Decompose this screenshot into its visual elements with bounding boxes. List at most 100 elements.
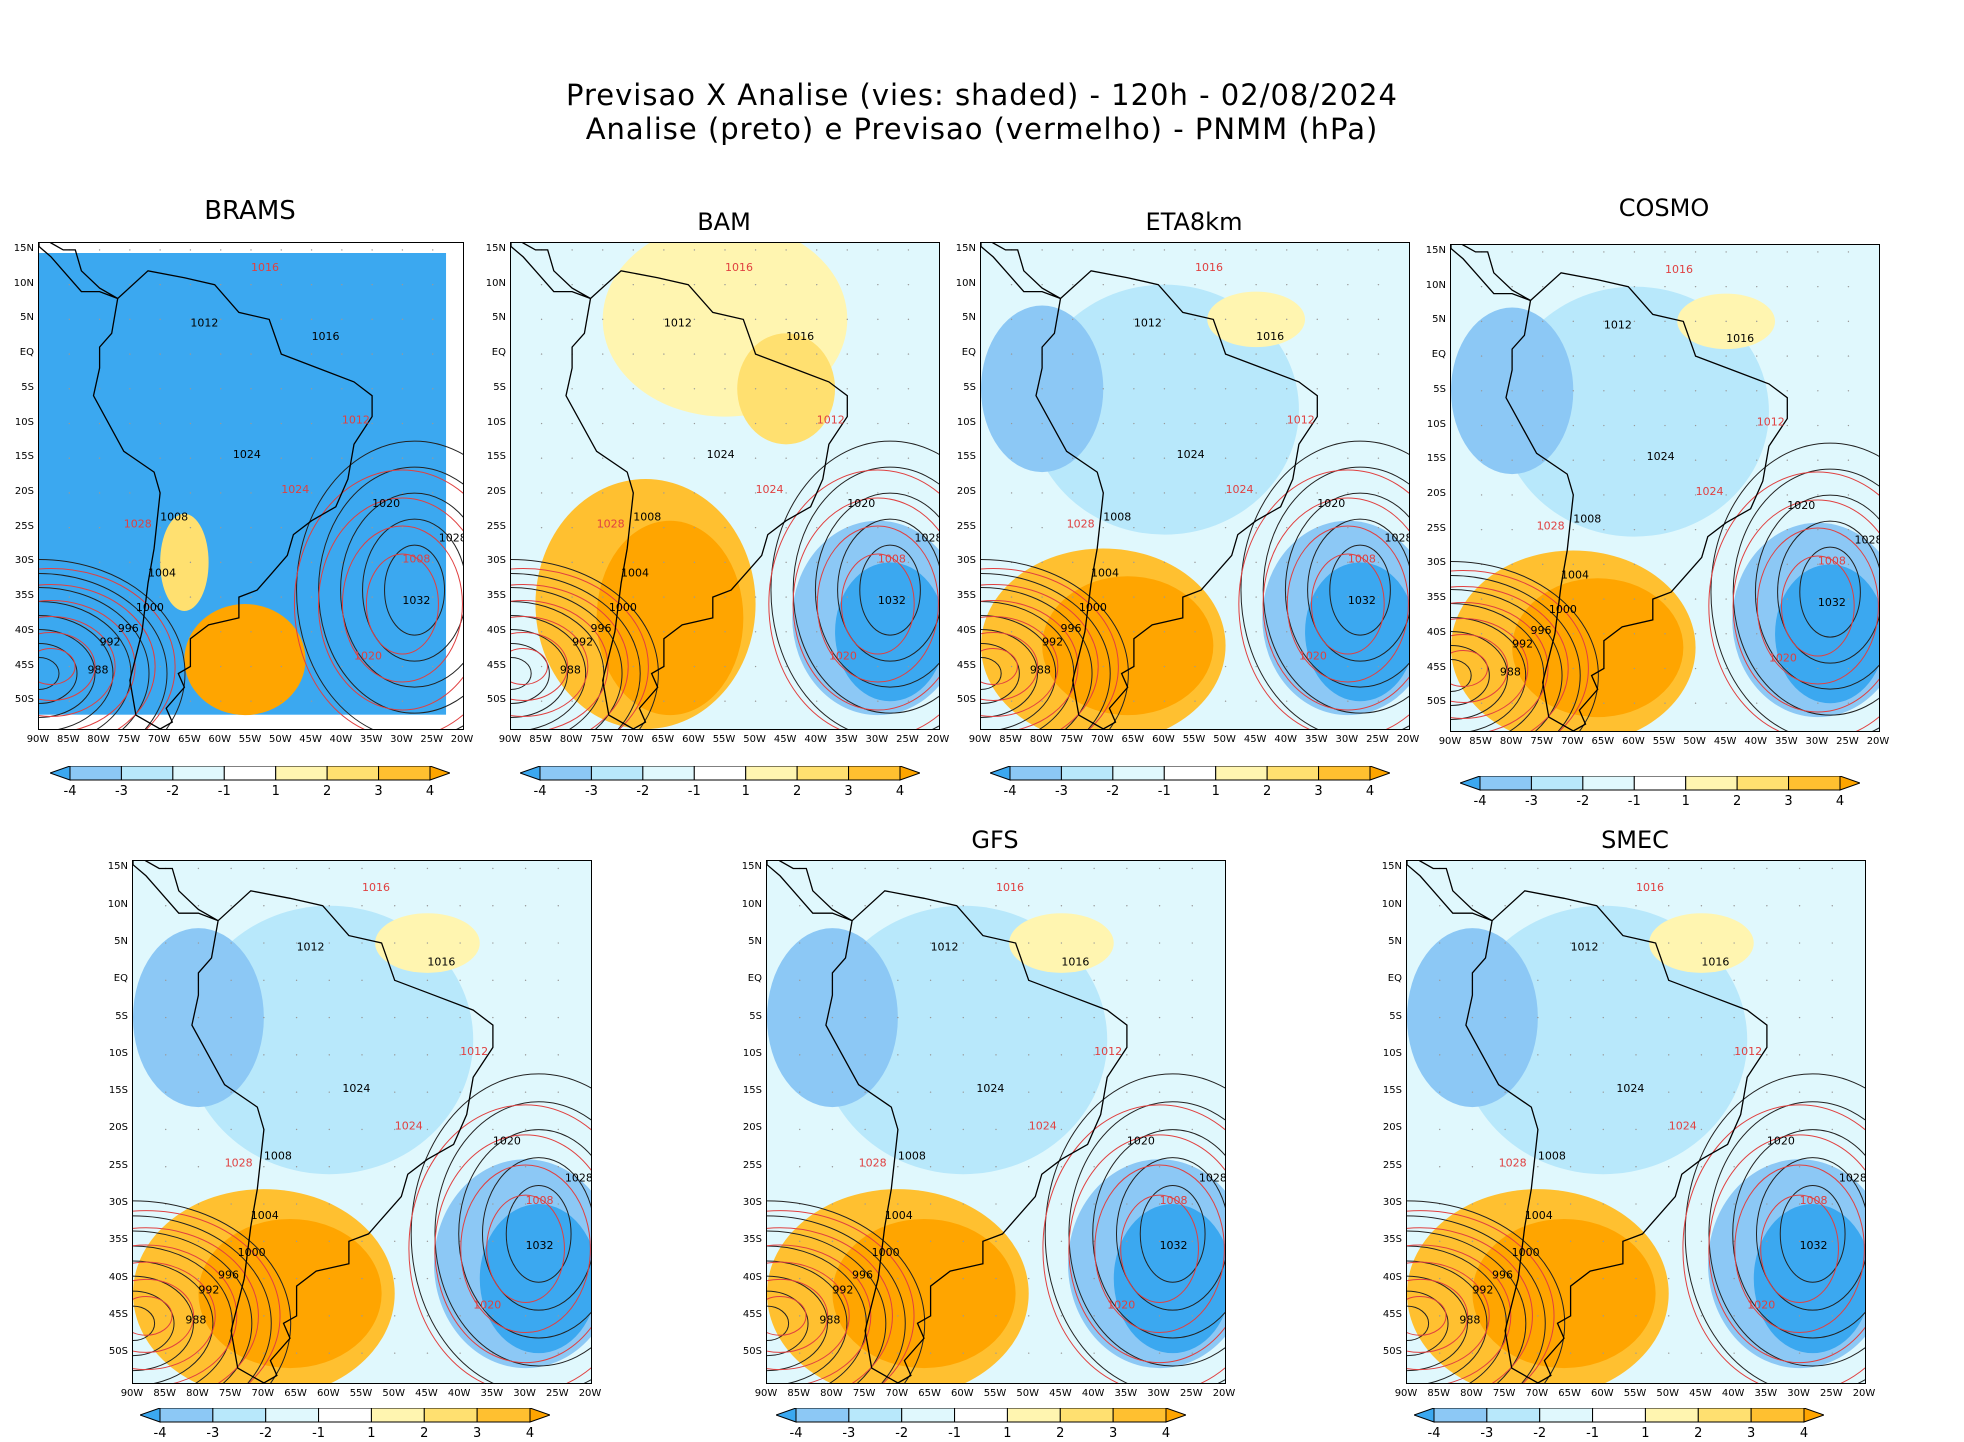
colorbar-tick-label: -3	[206, 1426, 219, 1441]
lon-label: 85W	[56, 734, 80, 745]
lon-label: 90W	[968, 734, 992, 745]
lon-label: 35W	[480, 1388, 504, 1399]
lon-label: 80W	[1029, 734, 1053, 745]
isobar-label-black: 1012	[297, 940, 325, 953]
lat-label: 45S	[742, 1308, 762, 1320]
lon-label: 35W	[834, 734, 858, 745]
colorbar-tick-label: 2	[1056, 1426, 1064, 1441]
colorbar-tick-label: -3	[842, 1426, 855, 1441]
lon-label: 65W	[1121, 734, 1145, 745]
lon-label: 30W	[1805, 736, 1829, 747]
lat-label: 10N	[1381, 898, 1402, 910]
lat-label: 10N	[107, 898, 128, 910]
colorbar-tick-label: 3	[1314, 784, 1322, 799]
isobar-label-black: 1020	[493, 1134, 521, 1147]
isobar-label-red: 1016	[251, 261, 279, 274]
isobar-label-black: 996	[1492, 1269, 1513, 1282]
lon-label: 90W	[1438, 736, 1462, 747]
lat-label: 35S	[108, 1234, 128, 1246]
lon-label: 40W	[1744, 736, 1768, 747]
isobar-label-red: 1020	[1747, 1298, 1775, 1311]
lat-label: 5N	[20, 312, 34, 324]
panel-title-bam: BAM	[697, 208, 751, 236]
lon-label: 70W	[251, 1388, 275, 1399]
isobar-label-black: 1008	[160, 511, 188, 524]
lon-label: 60W	[1152, 734, 1175, 745]
colorbar-tick-label: 2	[1733, 794, 1741, 809]
lat-label: 35S	[14, 590, 34, 602]
lat-label: 5S	[749, 1010, 762, 1022]
isobar-label-black: 1028	[565, 1172, 591, 1185]
colorbar-tick-label: 4	[1366, 784, 1374, 799]
colorbar-tick-label: 1	[1641, 1426, 1649, 1441]
isobar-label-black: 988	[1459, 1313, 1480, 1326]
colorbar-smec: -4 -3 -2 -1 1 2 3 4	[1414, 1408, 1824, 1442]
isobar-label-black: 1012	[190, 316, 218, 329]
isobar-label-red: 1024	[281, 483, 309, 496]
lat-label: 25S	[486, 520, 506, 532]
coastline-south-america	[1035, 270, 1318, 729]
colorbar-tick-label: 1	[1003, 1426, 1011, 1441]
lat-label: 40S	[1382, 1271, 1402, 1283]
panel-title-smec: SMEC	[1601, 826, 1669, 854]
lon-label: 35W	[1304, 734, 1328, 745]
isobar-label-black: 1000	[1512, 1246, 1540, 1259]
colorbar-tick-label: 4	[426, 784, 434, 799]
colorbar-tick-label: -3	[585, 784, 598, 799]
isobar-label-black: 1016	[1256, 330, 1284, 343]
isobar-label-red: 1016	[362, 881, 390, 894]
colorbar-tick-label: 3	[473, 1426, 481, 1441]
isobar-label-red: 1008	[402, 552, 430, 565]
coastline-central-america	[511, 243, 591, 300]
map-cosmo: 1016101210201028103210241008100410009969…	[1450, 244, 1880, 732]
lat-label: 25S	[108, 1159, 128, 1171]
isobar-label-black: 1028	[1839, 1172, 1865, 1185]
lat-label: 10S	[1426, 418, 1446, 430]
lat-label: 25S	[1426, 522, 1446, 534]
lat-label: 35S	[742, 1234, 762, 1246]
lat-label: 40S	[742, 1271, 762, 1283]
lat-label: 50S	[956, 694, 976, 706]
isobar-label-red: 1028	[1499, 1157, 1527, 1170]
colorbar-tick-label: -4	[1004, 784, 1017, 799]
map-canvas-bam: 1016101210201028103210241008100410009969…	[511, 243, 939, 729]
isobar-label-red: 1008	[1818, 554, 1846, 567]
isobar-label-black: 1008	[1573, 513, 1601, 526]
lat-label: 25S	[956, 520, 976, 532]
isobar-label-red: 1008	[1348, 552, 1376, 565]
colorbar-tick-label: 1	[367, 1426, 375, 1441]
lat-label: 25S	[14, 520, 34, 532]
colorbar-tick-label: 2	[420, 1426, 428, 1441]
lat-label: 20S	[742, 1122, 762, 1134]
isobar-label-red: 1012	[342, 414, 370, 427]
isobar-label-black: 1016	[1726, 332, 1754, 345]
lon-label: 70W	[147, 734, 171, 745]
lon-label: 30W	[865, 734, 889, 745]
lat-label: 35S	[1426, 592, 1446, 604]
isobar-label-red: 1008	[1160, 1194, 1188, 1207]
isobar-label-black: 1016	[786, 330, 814, 343]
lon-label: 65W	[1591, 736, 1615, 747]
isobar-label-black: 1028	[1855, 534, 1879, 547]
lon-label: 60W	[316, 1388, 340, 1399]
colorbar-tick-label: -3	[1480, 1426, 1493, 1441]
isobar-label-red: 1012	[817, 414, 845, 427]
isobar-label-black: 1008	[633, 511, 661, 524]
lat-label: 10S	[956, 416, 976, 428]
coastline-south-america	[565, 270, 848, 729]
isobar-label-black: 988	[1030, 663, 1051, 676]
isobar-label-black: 1032	[526, 1239, 554, 1252]
colorbar-cosmo: -4 -3 -2 -1 1 2 3 4	[1460, 776, 1860, 810]
lon-label: 50W	[1016, 1388, 1040, 1399]
lon-label: 65W	[178, 734, 201, 745]
lon-label: 20W	[1212, 1388, 1236, 1399]
lat-label: 35S	[486, 590, 506, 602]
isobar-label-red: 1016	[1195, 261, 1223, 274]
lon-label: 55W	[1623, 1388, 1647, 1399]
isobar-label-black: 1012	[1571, 940, 1599, 953]
isobar-label-black: 992	[198, 1284, 219, 1297]
colorbar-tick-label: -4	[1474, 794, 1487, 809]
lat-label: 30S	[1426, 557, 1446, 569]
lon-label: 50W	[743, 734, 766, 745]
isobar-label-black: 988	[185, 1313, 206, 1326]
